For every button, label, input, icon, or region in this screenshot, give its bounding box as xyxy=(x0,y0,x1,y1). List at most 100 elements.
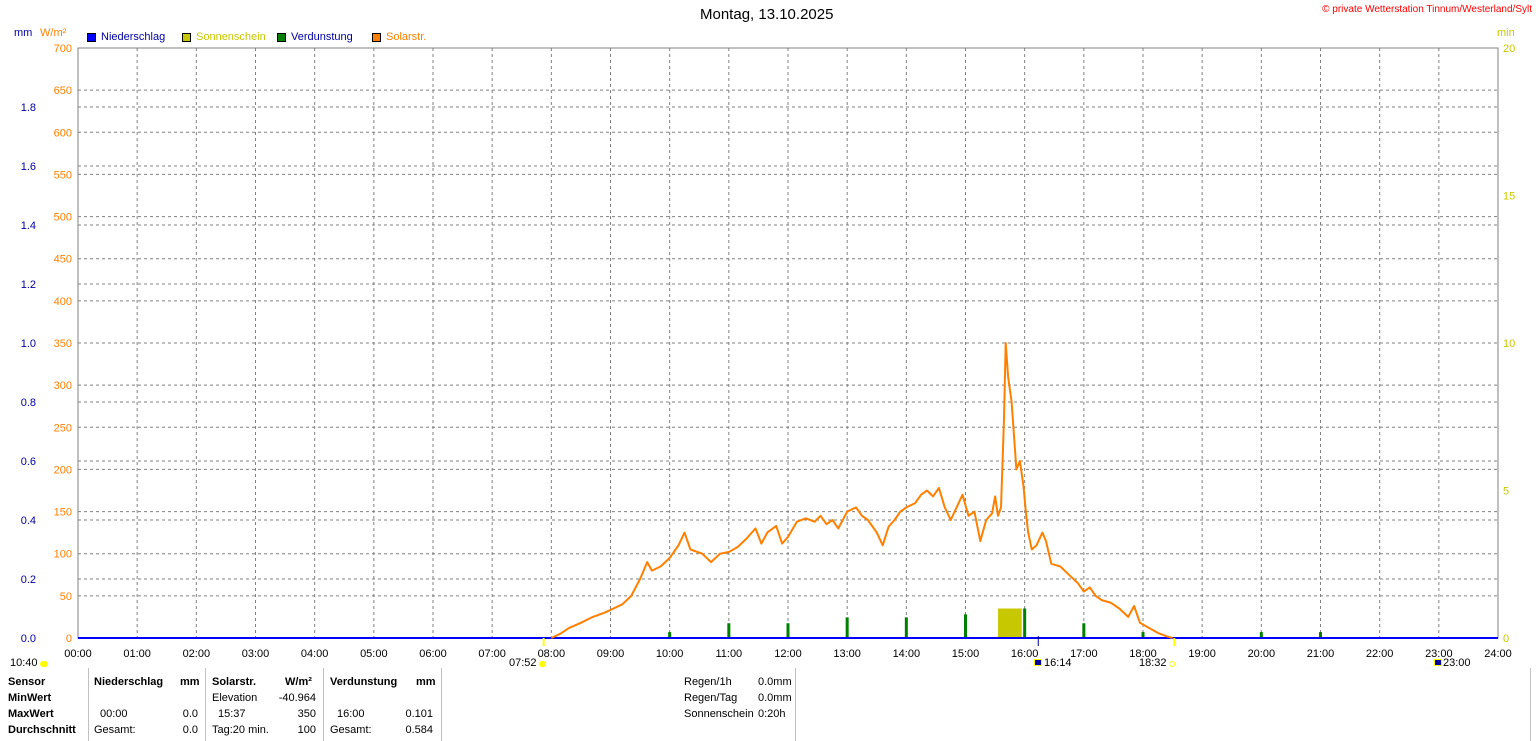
row-durchschnitt: Durchschnitt xyxy=(8,724,76,736)
divider xyxy=(441,668,442,741)
y-tick-label-mm: 1.8 xyxy=(21,102,36,114)
header-niederschlag-unit: mm xyxy=(180,676,200,688)
y-tick-label-wm2: 150 xyxy=(54,507,72,519)
y-tick-label-wm2: 50 xyxy=(60,591,72,603)
summary-sunshine-value: 0:20h xyxy=(758,708,786,720)
marker-sunset-time: 18:32 xyxy=(1139,657,1167,669)
y-tick-label-mm: 0.0 xyxy=(21,633,36,645)
legend-label-sonnenschein: Sonnenschein xyxy=(196,31,266,43)
y-tick-label-mm: 0.6 xyxy=(21,456,36,468)
marker-2300-time: 23:00 xyxy=(1443,657,1471,669)
divider xyxy=(88,668,89,741)
legend-swatch-solar xyxy=(372,33,381,42)
y-tick-label-wm2: 100 xyxy=(54,549,72,561)
solar-max: 350 xyxy=(297,708,316,720)
x-tick-label: 24:00 xyxy=(1484,648,1512,660)
unit-min-label: min xyxy=(1497,27,1515,39)
x-tick-label: 19:00 xyxy=(1188,648,1216,660)
solar-elevation-label: Elevation xyxy=(212,692,258,704)
evaporation-bar xyxy=(964,614,967,638)
y-tick-label-wm2: 600 xyxy=(54,127,72,139)
x-tick-label: 12:00 xyxy=(774,648,802,660)
solar-avg: 100 xyxy=(297,724,316,736)
y-tick-label-mm: 1.6 xyxy=(21,161,36,173)
y-tick-label-wm2: 700 xyxy=(54,43,72,55)
x-tick-label: 10:00 xyxy=(656,648,684,660)
x-tick-label: 16:00 xyxy=(1011,648,1039,660)
x-tick-label: 13:00 xyxy=(833,648,861,660)
chart-canvas: 00:00 01:00 02:00 03:00 04:00 05:00 06:00 07:00… xyxy=(21,43,1516,660)
evaporation-bar xyxy=(1023,608,1027,638)
x-tick-label: 08:00 xyxy=(538,648,566,660)
verd-total-label: Gesamt: xyxy=(330,724,372,736)
moon-icon xyxy=(1034,659,1042,666)
y-tick-label-mm: 1.2 xyxy=(21,279,36,291)
x-tick-label: 15:00 xyxy=(952,648,980,660)
y-tick-label-wm2: 450 xyxy=(54,254,72,266)
legend-swatch-sonnenschein xyxy=(182,33,191,42)
divider xyxy=(1530,668,1531,741)
legend-swatch-niederschlag xyxy=(87,33,96,42)
verd-total: 0.584 xyxy=(405,724,433,736)
evaporation-bar xyxy=(1259,632,1263,638)
niederschlag-total-label: Gesamt: xyxy=(94,724,136,736)
y-tick-label-wm2: 550 xyxy=(54,169,72,181)
evaporation-bar xyxy=(1082,623,1086,638)
summary-rain-day-value: 0.0mm xyxy=(758,692,792,704)
y-tick-label-min: 20 xyxy=(1503,43,1515,55)
evaporation-bar xyxy=(786,623,790,638)
legend-label-verdunstung: Verdunstung xyxy=(291,31,353,43)
stats-table: Sensor Niederschlag mm Solarstr. W/m² Ve… xyxy=(0,668,1536,741)
evaporation-bar xyxy=(668,632,672,638)
summary-rain-1h-value: 0.0mm xyxy=(758,676,792,688)
legend-swatch-verdunstung xyxy=(277,33,286,42)
x-tick-label: 04:00 xyxy=(301,648,329,660)
y-tick-label-mm: 0.4 xyxy=(21,515,36,527)
niederschlag-max: 0.0 xyxy=(182,708,198,720)
x-tick-label: 17:00 xyxy=(1070,648,1098,660)
sunrise-icon xyxy=(539,661,546,667)
header-solar-unit: W/m² xyxy=(285,676,312,688)
x-tick-label: 20:00 xyxy=(1248,648,1276,660)
y-tick-label-wm2: 250 xyxy=(54,422,72,434)
x-tick-label: 05:00 xyxy=(360,648,388,660)
niederschlag-total: 0.0 xyxy=(182,724,198,736)
x-tick-label: 07:00 xyxy=(478,648,506,660)
solar-max-time: 15:37 xyxy=(218,708,246,720)
marker-sunrise-time: 07:52 xyxy=(509,657,537,669)
y-tick-label-wm2: 500 xyxy=(54,212,72,224)
y-tick-label-mm: 1.0 xyxy=(21,338,36,350)
x-tick-label: 02:00 xyxy=(183,648,211,660)
evaporation-bar xyxy=(1319,632,1322,638)
moon-icon-2 xyxy=(1434,659,1442,666)
chart-title: Montag, 13.10.2025 xyxy=(700,6,834,23)
evaporation-bar xyxy=(727,623,731,638)
x-tick-label: 06:00 xyxy=(419,648,447,660)
y-tick-label-min: 0 xyxy=(1503,633,1509,645)
verd-max: 0.101 xyxy=(405,708,433,720)
header-solar: Solarstr. xyxy=(212,676,257,688)
header-verdunstung-unit: mm xyxy=(416,676,436,688)
legend-label-solar: Solarstr. xyxy=(386,31,427,43)
summary-rain-1h-label: Regen/1h xyxy=(684,676,732,688)
divider xyxy=(795,668,796,741)
header-verdunstung: Verdunstung xyxy=(330,676,398,688)
row-maxwert: MaxWert xyxy=(8,708,54,720)
unit-wm2-label: W/m² xyxy=(40,27,67,39)
copyright-text: © private Wetterstation Tinnum/Westerlan… xyxy=(1322,4,1532,15)
x-tick-label: 22:00 xyxy=(1366,648,1394,660)
y-tick-label-wm2: 400 xyxy=(54,296,72,308)
x-tick-label: 09:00 xyxy=(597,648,625,660)
marker-left-time: 10:40 xyxy=(10,657,38,669)
summary-sunshine-label: Sonnenschein xyxy=(684,708,754,720)
solar-series-line xyxy=(550,342,1173,639)
verd-max-time: 16:00 xyxy=(337,708,365,720)
divider xyxy=(323,668,324,741)
x-tick-label: 18:00 xyxy=(1129,648,1157,660)
solar-elevation: -40.964 xyxy=(278,692,316,704)
y-tick-label-wm2: 300 xyxy=(54,380,72,392)
evaporation-bar xyxy=(845,617,849,638)
y-tick-label-wm2: 650 xyxy=(54,85,72,97)
y-tick-label-min: 10 xyxy=(1503,338,1515,350)
y-tick-label-min: 5 xyxy=(1503,486,1509,498)
